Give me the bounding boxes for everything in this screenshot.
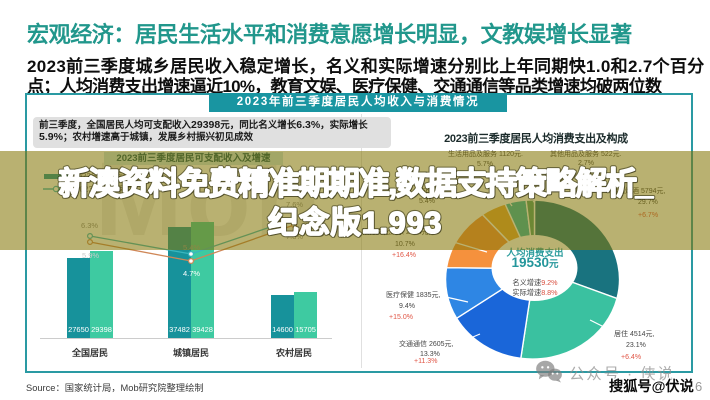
svg-text:纪念版1.993: 纪念版1.993 xyxy=(268,205,442,240)
svg-text:新澳资料免费精准期期准,数据支持策略解析_: 新澳资料免费精准期期准,数据支持策略解析_ xyxy=(60,167,655,203)
svg-text:新澳资料免费精准期期准,数据支持策略解析_: 新澳资料免费精准期期准,数据支持策略解析_ xyxy=(58,165,653,201)
svg-text:纪念版1.993: 纪念版1.993 xyxy=(268,205,442,240)
svg-text:新澳资料免费精准期期准,数据支持策略解析_: 新澳资料免费精准期期准,数据支持策略解析_ xyxy=(58,165,653,201)
svg-text:纪念版1.993: 纪念版1.993 xyxy=(269,207,443,242)
